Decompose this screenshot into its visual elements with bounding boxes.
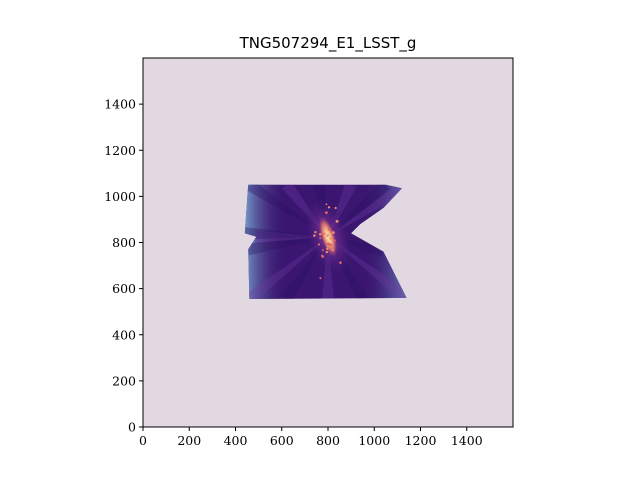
x-tick-label: 800 — [316, 433, 340, 448]
galaxy-bright-spot — [326, 247, 329, 250]
y-tick-label: 600 — [112, 281, 136, 296]
y-tick-label: 1400 — [104, 97, 136, 112]
galaxy-bright-spot — [327, 206, 331, 209]
galaxy-bright-spot — [339, 261, 342, 265]
galaxy-bright-spot — [325, 211, 328, 215]
galaxy-bright-spot — [333, 239, 336, 242]
galaxy-bright-spot — [321, 249, 324, 252]
galaxy-bright-spot — [320, 254, 323, 257]
x-tick-label: 400 — [224, 433, 248, 448]
galaxy-bright-spot — [319, 277, 322, 280]
galaxy-bright-spot — [314, 231, 317, 234]
y-tick-label: 1200 — [104, 143, 136, 158]
galaxy-bright-spot — [325, 250, 329, 254]
galaxy-streak — [256, 230, 328, 243]
galaxy-bright-spot — [334, 206, 337, 210]
galaxy-streak — [328, 184, 406, 237]
x-tick-label: 200 — [177, 433, 201, 448]
galaxy-bright-spot — [319, 237, 322, 240]
y-tick-label: 200 — [112, 373, 136, 388]
galaxy-bright-spot — [326, 234, 330, 237]
y-tick-label: 400 — [112, 327, 136, 342]
x-tick-label: 600 — [270, 433, 294, 448]
galaxy-streak — [245, 236, 328, 299]
y-axis: 0 200 400 600 800 1000 1200 1400 — [104, 97, 143, 435]
galaxy-bright-spot — [323, 232, 326, 235]
galaxy-bright-spot — [313, 234, 316, 237]
y-tick-label: 800 — [112, 235, 136, 250]
x-tick-label: 1200 — [405, 433, 437, 448]
x-tick-label: 0 — [139, 433, 147, 448]
galaxy-bright-spot — [326, 245, 329, 248]
galaxy-bright-spot — [326, 242, 330, 246]
galaxy-bright-spot — [331, 231, 335, 235]
galaxy-bright-spot — [331, 248, 335, 252]
y-tick-label: 1000 — [104, 189, 136, 204]
x-tick-label: 1400 — [451, 433, 483, 448]
galaxy-bright-spot — [329, 237, 332, 240]
x-tick-label: 1000 — [358, 433, 390, 448]
galaxy-bright-spot — [325, 203, 328, 206]
galaxy-bright-spot — [318, 232, 322, 236]
chart-title: TNG507294_E1_LSST_g — [239, 34, 417, 53]
galaxy-bright-spot — [335, 219, 339, 223]
x-axis: 0 200 400 600 800 1000 1200 1400 — [139, 427, 483, 448]
galaxy-bright-spot — [328, 227, 331, 231]
y-tick-label: 0 — [128, 420, 136, 435]
galaxy-bright-spot — [329, 243, 332, 247]
galaxy-bright-spot — [317, 243, 320, 246]
